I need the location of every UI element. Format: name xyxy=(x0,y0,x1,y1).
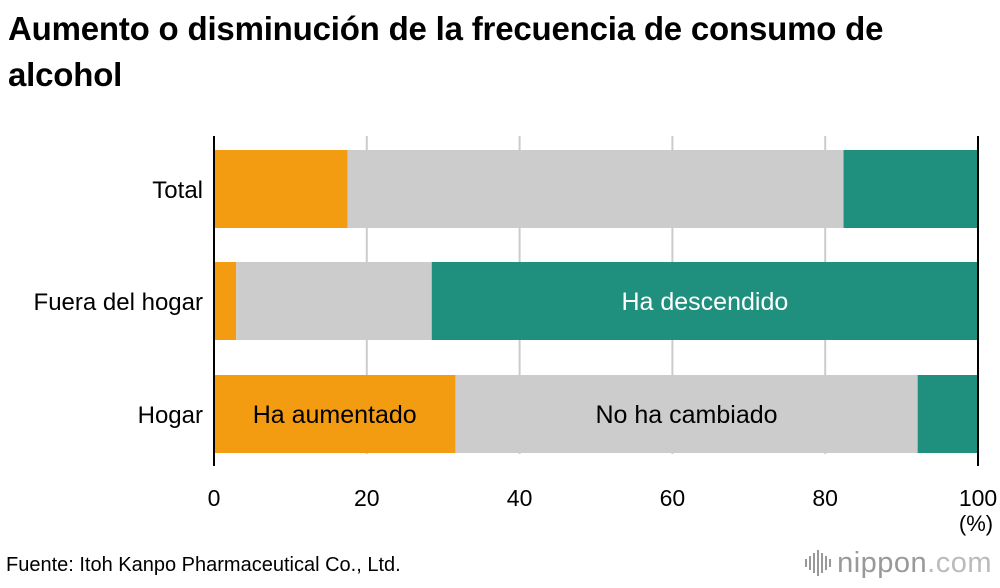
series-label: Ha descendido xyxy=(621,288,788,316)
bar-hogar-ha-descendido xyxy=(917,375,978,453)
x-tick-label: 40 xyxy=(507,485,533,511)
logo-mark-icon xyxy=(805,550,832,576)
bar-fuera-del-hogar-ha-aumentado xyxy=(214,262,237,340)
x-tick-label: 60 xyxy=(660,485,686,511)
x-tick-label: 20 xyxy=(354,485,380,511)
category-label: Fuera del hogar xyxy=(34,289,203,316)
bar-total-no-ha-cambiado xyxy=(347,150,844,228)
bar-total-ha-descendido xyxy=(843,150,978,228)
category-label: Total xyxy=(152,177,203,204)
bar-fuera-del-hogar-no-ha-cambiado xyxy=(236,262,432,340)
category-label: Hogar xyxy=(138,402,203,429)
bar-hogar-ha-aumentado xyxy=(214,375,456,453)
x-tick-labels: 0 20 40 60 80 100 xyxy=(208,485,998,511)
chart-title: Aumento o disminución de la frecuencia d… xyxy=(8,10,884,93)
x-tick-label: 100 xyxy=(959,485,997,511)
x-tick-label: 0 xyxy=(208,485,221,511)
x-axis-unit: (%) xyxy=(959,511,993,536)
category-labels: Total Fuera del hogar Hogar xyxy=(34,177,203,429)
axes xyxy=(213,136,979,466)
nippon-logo: nippon.com xyxy=(805,546,992,580)
bar-hogar-no-ha-cambiado xyxy=(455,375,918,453)
series-label: Ha aumentado xyxy=(253,401,417,429)
bars xyxy=(214,150,978,453)
logo-name: nippon xyxy=(837,546,928,579)
logo-suffix: .com xyxy=(927,546,992,579)
x-tick-label: 80 xyxy=(812,485,838,511)
bar-fuera-del-hogar-ha-descendido xyxy=(431,262,978,340)
series-label: No ha cambiado xyxy=(596,401,778,429)
bar-total-ha-aumentado xyxy=(214,150,348,228)
series-labels: Ha descendido Ha aumentado No ha cambiado xyxy=(253,288,789,429)
source-note: Fuente: Itoh Kanpo Pharmaceutical Co., L… xyxy=(6,554,401,576)
